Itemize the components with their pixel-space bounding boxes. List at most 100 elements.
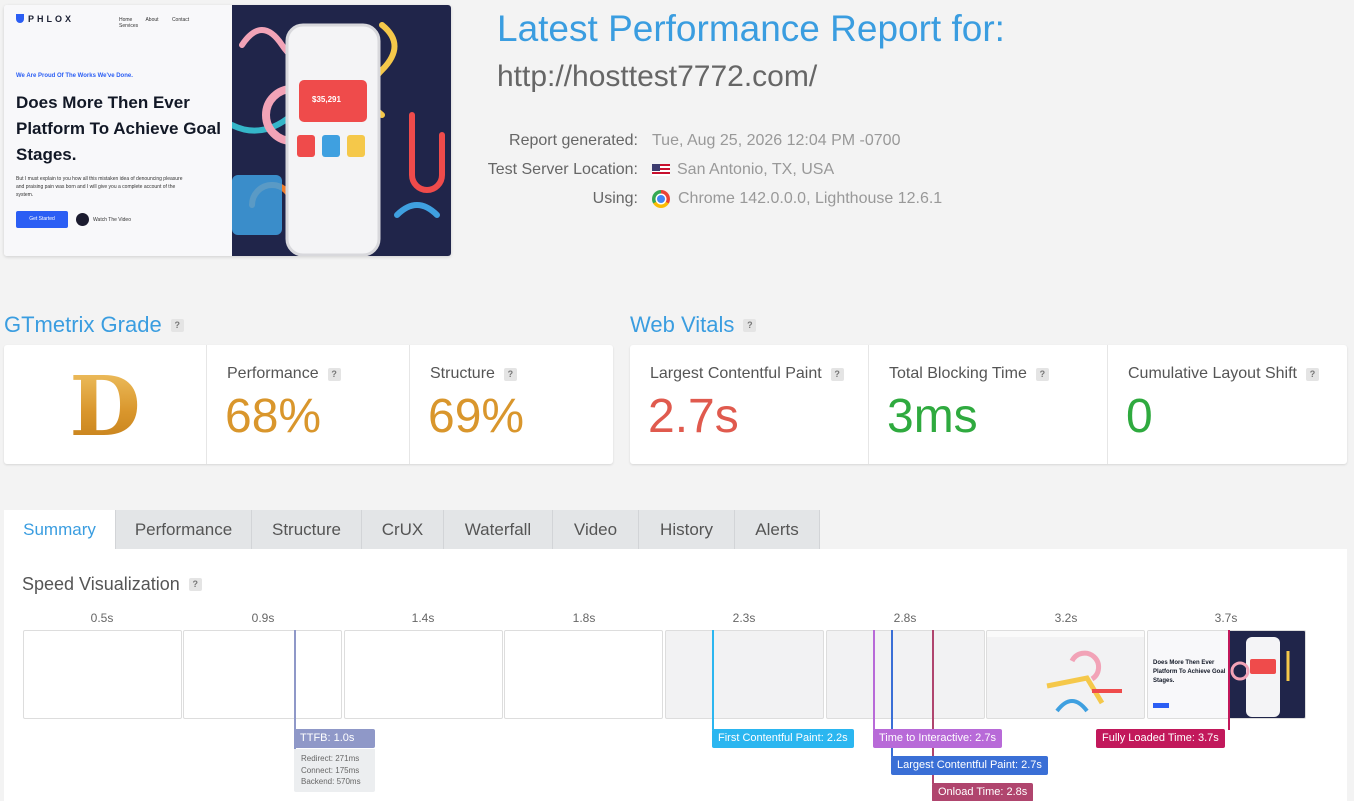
grade-cell: D	[4, 345, 207, 464]
screenshot-nav-item: Services	[119, 23, 139, 29]
screenshot-nav-item: Home	[119, 17, 133, 23]
timeline-tick: 1.8s	[572, 611, 596, 625]
filmstrip-final-illustration	[1228, 631, 1305, 718]
speed-visualization-heading: Speed Visualization ?	[22, 574, 202, 595]
lcp-cell: Largest Contentful Paint ? 2.7s	[630, 345, 869, 464]
gtmetrix-grade-title: GTmetrix Grade	[4, 312, 162, 337]
screenshot-nav-item: Contact	[171, 17, 190, 23]
gtmetrix-grade-heading: GTmetrix Grade ?	[4, 312, 184, 338]
help-icon[interactable]: ?	[188, 578, 202, 591]
ttfb-backend: Backend: 570ms	[301, 777, 361, 786]
filmstrip-frame[interactable]	[986, 630, 1145, 719]
lcp-marker[interactable]: Largest Contentful Paint: 2.7s	[891, 756, 1048, 775]
cls-label-wrap: Cumulative Layout Shift ?	[1128, 365, 1319, 383]
meta-using: Using: Chrome 142.0.0.0, Lighthouse 12.6…	[480, 184, 1080, 213]
ttfb-connect: Connect: 175ms	[301, 765, 360, 775]
fully-loaded-marker[interactable]: Fully Loaded Time: 3.7s	[1096, 729, 1225, 748]
timeline-tick: 0.5s	[90, 611, 114, 625]
cls-value: 0	[1126, 390, 1153, 443]
help-icon[interactable]: ?	[1305, 367, 1319, 381]
filmstrip-cta	[1153, 703, 1169, 708]
tti-marker[interactable]: Time to Interactive: 2.7s	[873, 729, 1002, 748]
meta-generated-value: Tue, Aug 25, 2026 12:04 PM -0700	[652, 131, 901, 149]
meta-using-label: Using:	[592, 189, 638, 207]
timeline-tick: 1.4s	[411, 611, 435, 625]
screenshot-nav-item: About	[145, 17, 159, 23]
timeline-tick: 2.3s	[732, 611, 756, 625]
tbt-label-wrap: Total Blocking Time ?	[889, 365, 1049, 383]
lcp-value: 2.7s	[648, 390, 739, 443]
help-icon[interactable]: ?	[503, 367, 517, 381]
help-icon[interactable]: ?	[327, 367, 341, 381]
screenshot-cta: Get Started	[16, 211, 68, 228]
report-meta: Report generated: Tue, Aug 25, 2026 12:0…	[480, 126, 1080, 213]
tti-line	[873, 630, 875, 730]
filmstrip-frame[interactable]	[504, 630, 663, 719]
filmstrip-headline: Does More Then Ever Platform To Achieve …	[1153, 660, 1226, 684]
filmstrip-frame[interactable]	[826, 630, 985, 719]
tbt-cell: Total Blocking Time ? 3ms	[869, 345, 1108, 464]
tab-history[interactable]: History	[639, 510, 735, 549]
onload-line	[932, 630, 934, 784]
screenshot-video-link: Watch The Video	[76, 213, 131, 227]
web-vitals-title: Web Vitals	[630, 312, 735, 337]
filmstrip-frame[interactable]	[23, 630, 182, 719]
tab-alerts[interactable]: Alerts	[735, 510, 820, 549]
report-tabs: Summary Performance Structure CrUX Water…	[4, 510, 820, 549]
phone-illustration	[232, 22, 445, 256]
timeline-tick: 3.2s	[1054, 611, 1078, 625]
tab-waterfall[interactable]: Waterfall	[444, 510, 553, 549]
structure-value: 69%	[428, 390, 525, 443]
tab-summary[interactable]: Summary	[4, 510, 116, 549]
performance-value: 68%	[225, 390, 322, 443]
help-icon[interactable]: ?	[830, 367, 844, 381]
screenshot-logo: PHLOX	[16, 14, 74, 24]
meta-generated-label: Report generated:	[509, 131, 638, 149]
vitals-card: Largest Contentful Paint ? 2.7s Total Bl…	[630, 345, 1347, 464]
help-icon[interactable]: ?	[743, 318, 757, 332]
cls-label: Cumulative Layout Shift	[1128, 365, 1297, 382]
filmstrip-frame[interactable]	[183, 630, 342, 719]
performance-cell: Performance ? 68%	[207, 345, 410, 464]
meta-location-value: San Antonio, TX, USA	[677, 160, 835, 178]
tab-performance[interactable]: Performance	[116, 510, 252, 549]
filmstrip-partial-render	[987, 631, 1144, 713]
lcp-label: Largest Contentful Paint	[650, 365, 822, 382]
ttfb-line	[294, 630, 296, 749]
screenshot-headline: Does More Then Ever Platform To Achieve …	[16, 93, 221, 164]
filmstrip-frame[interactable]	[665, 630, 824, 719]
tab-structure[interactable]: Structure	[252, 510, 362, 549]
grade-letter: D	[4, 359, 206, 455]
fully-loaded-line	[1228, 630, 1230, 730]
performance-label: Performance	[227, 365, 319, 382]
speed-visualization-title: Speed Visualization	[22, 574, 180, 594]
meta-using-value-wrap: Chrome 142.0.0.0, Lighthouse 12.6.1	[652, 189, 943, 208]
meta-location-label: Test Server Location:	[487, 160, 638, 178]
screenshot-hero: PHLOX Home About Contact Services We Are…	[4, 5, 232, 256]
meta-location-value-wrap: San Antonio, TX, USA	[652, 161, 834, 179]
timeline-tick: 0.9s	[251, 611, 275, 625]
help-icon[interactable]: ?	[1035, 367, 1049, 381]
screenshot-illustration: $35,291	[232, 5, 451, 256]
tbt-value: 3ms	[887, 390, 978, 443]
us-flag-icon	[652, 163, 670, 176]
page-screenshot[interactable]: PHLOX Home About Contact Services We Are…	[4, 5, 451, 256]
help-icon[interactable]: ?	[170, 318, 184, 332]
filmstrip-frame[interactable]: Does More Then Ever Platform To Achieve …	[1147, 630, 1306, 719]
tab-crux[interactable]: CrUX	[362, 510, 444, 549]
tab-video[interactable]: Video	[553, 510, 639, 549]
ttfb-marker[interactable]: TTFB: 1.0s	[294, 729, 375, 748]
lcp-line	[891, 630, 893, 757]
meta-using-value: Chrome 142.0.0.0, Lighthouse 12.6.1	[678, 189, 943, 207]
cls-cell: Cumulative Layout Shift ? 0	[1108, 345, 1347, 464]
tbt-label: Total Blocking Time	[889, 365, 1027, 382]
onload-marker[interactable]: Onload Time: 2.8s	[932, 783, 1034, 801]
filmstrip-frame[interactable]	[344, 630, 503, 719]
ttfb-breakdown: Redirect: 271ms Connect: 175ms Backend: …	[294, 749, 375, 792]
fcp-line	[712, 630, 714, 730]
screenshot-description: But I must explain to you how all this m…	[16, 176, 183, 198]
lcp-label-wrap: Largest Contentful Paint ?	[650, 365, 844, 383]
screenshot-card-amount: $35,291	[312, 95, 341, 104]
fcp-marker[interactable]: First Contentful Paint: 2.2s	[712, 729, 854, 748]
screenshot-nav: Home About Contact Services	[119, 17, 232, 29]
